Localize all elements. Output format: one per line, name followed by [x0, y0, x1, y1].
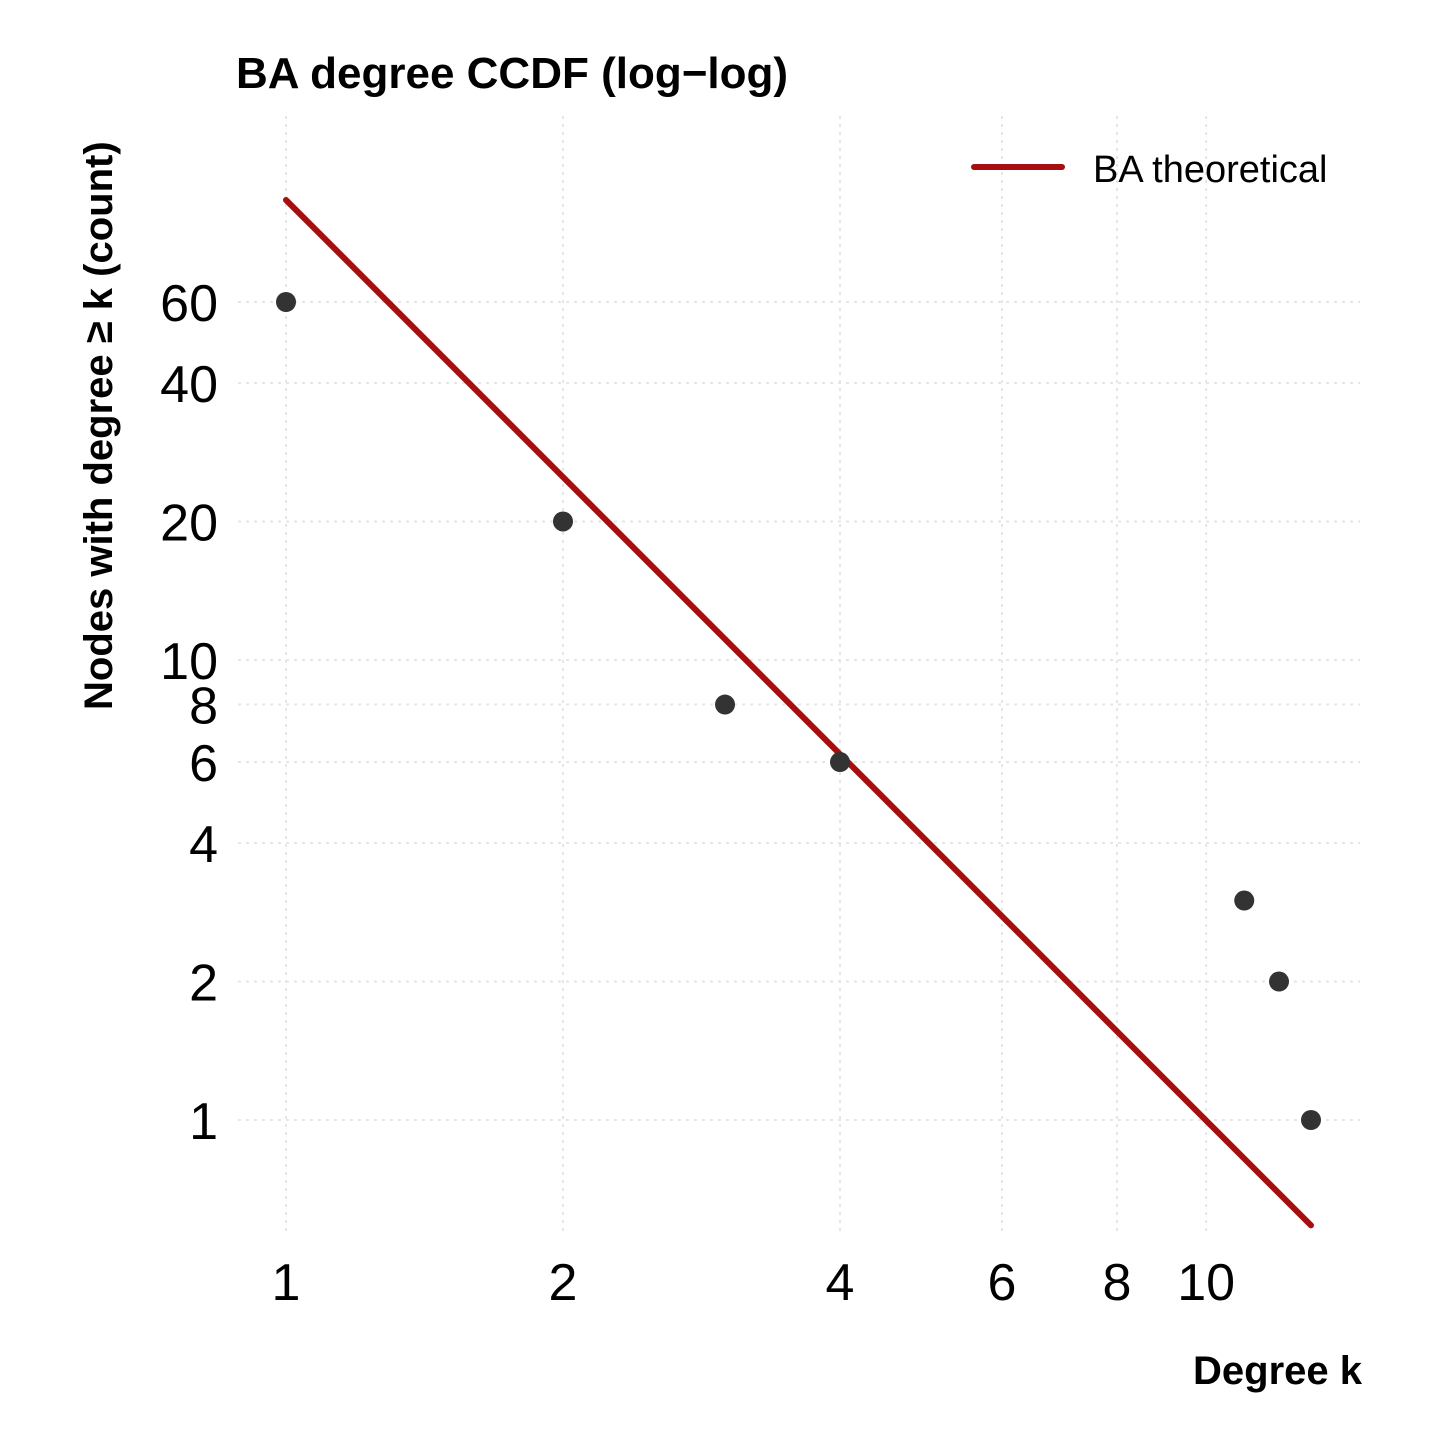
x-tick-label: 6	[988, 1254, 1017, 1312]
y-axis-title: Nodes with degree ≥ k (count)	[77, 141, 121, 710]
data-points	[276, 292, 1321, 1130]
y-tick-label: 10	[160, 633, 218, 691]
x-axis-title: Degree k	[1193, 1349, 1363, 1393]
legend: BA theoretical	[971, 149, 1327, 191]
x-tick-label: 4	[826, 1254, 855, 1312]
y-tick-label: 1	[189, 1093, 218, 1151]
y-tick-label: 4	[189, 816, 218, 874]
x-tick-label: 10	[1177, 1254, 1235, 1312]
x-tick-label: 2	[549, 1254, 578, 1312]
data-point	[715, 694, 736, 715]
y-tick-label: 60	[160, 275, 218, 333]
data-point	[1234, 890, 1255, 911]
x-tick-label: 1	[272, 1254, 301, 1312]
x-tick-label: 8	[1103, 1254, 1132, 1312]
theory-line-layer	[283, 196, 1314, 1229]
x-tick-labels: 1 2 4 6 8 10	[272, 1254, 1236, 1312]
data-point	[1269, 971, 1290, 992]
data-point	[1301, 1110, 1321, 1130]
chart-title: BA degree CCDF (log−log)	[236, 49, 788, 98]
legend-label: BA theoretical	[1093, 149, 1327, 191]
data-point	[276, 292, 296, 312]
theory-line	[283, 196, 1314, 1229]
data-point	[552, 511, 573, 532]
data-point	[829, 752, 850, 773]
y-tick-label: 6	[189, 735, 218, 793]
y-tick-label: 8	[189, 678, 218, 736]
y-tick-label: 2	[189, 955, 218, 1013]
y-tick-label: 20	[160, 494, 218, 552]
grid	[238, 116, 1360, 1234]
y-tick-label: 40	[160, 356, 218, 414]
